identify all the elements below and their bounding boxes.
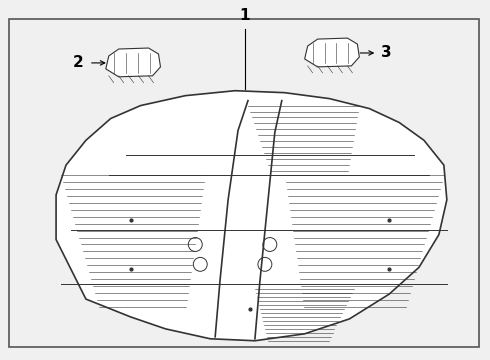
Text: 2: 2 (73, 55, 84, 71)
Text: 3: 3 (381, 45, 392, 60)
Text: 1: 1 (240, 8, 250, 23)
Polygon shape (305, 38, 359, 67)
Polygon shape (56, 91, 447, 341)
Polygon shape (106, 48, 161, 77)
